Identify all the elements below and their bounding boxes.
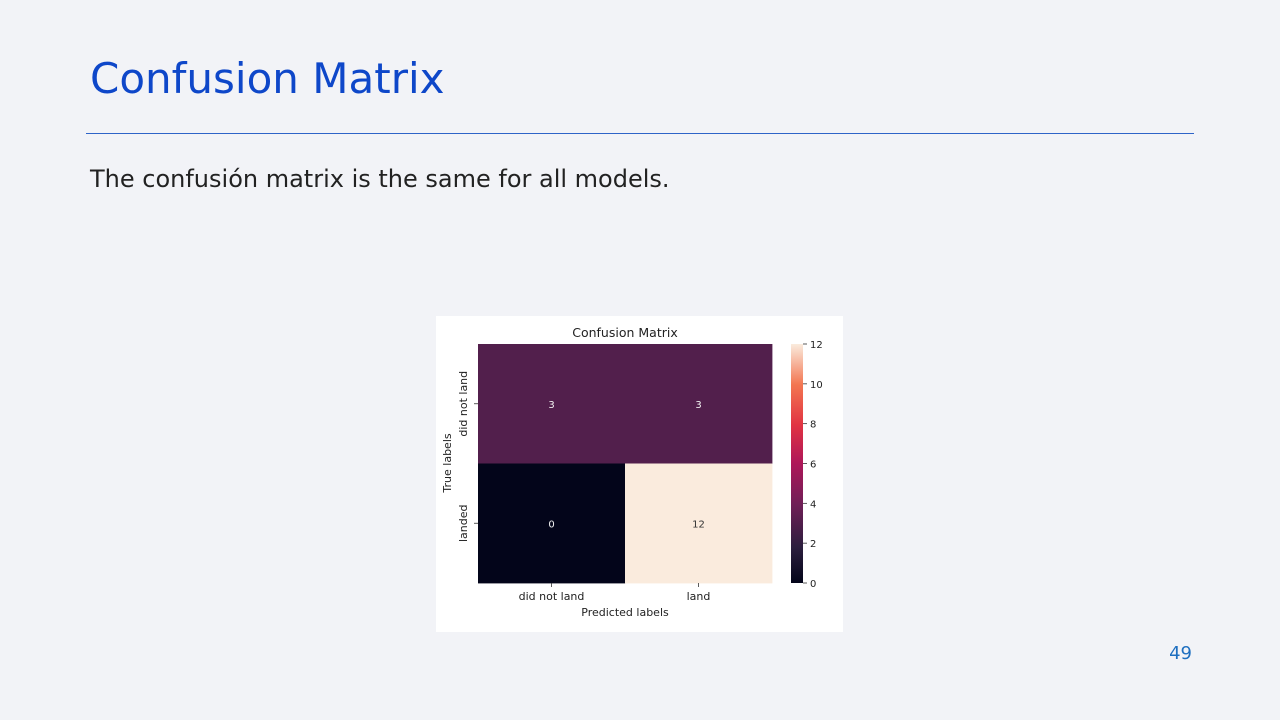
- colorbar: [791, 344, 803, 583]
- slide-body-text: The confusión matrix is the same for all…: [90, 165, 670, 193]
- y-tick-label: landed: [457, 504, 470, 542]
- y-axis-label: True labels: [441, 433, 454, 493]
- x-tick-label: did not land: [519, 590, 585, 603]
- colorbar-tick-label: 8: [810, 420, 816, 431]
- x-axis-label: Predicted labels: [581, 606, 669, 619]
- heatmap-cell: [478, 344, 626, 464]
- cell-value-label: 12: [692, 519, 705, 530]
- page-number: 49: [1169, 643, 1192, 664]
- colorbar-tick-label: 6: [810, 460, 816, 471]
- colorbar-tick-label: 4: [810, 499, 816, 510]
- cell-value-label: 3: [695, 400, 701, 411]
- confusion-matrix-heatmap: Confusion Matrix 3 30 12 did not land land …: [441, 325, 823, 619]
- colorbar-tick-label: 2: [810, 539, 816, 550]
- colorbar-tick-label: 12: [810, 340, 823, 351]
- slide-title: Confusion Matrix: [90, 54, 445, 103]
- heatmap-cell: [478, 463, 626, 584]
- cell-value-label: 0: [548, 519, 554, 530]
- title-divider: [86, 133, 1194, 134]
- heatmap-cell: [625, 344, 773, 464]
- confusion-matrix-figure: Confusion Matrix 3 3 0 12 did not land land …: [436, 316, 843, 632]
- colorbar-tick-label: 0: [810, 579, 816, 590]
- x-tick-label: land: [687, 590, 711, 603]
- cell-value-label: 3: [548, 400, 554, 411]
- y-tick-label: did not land: [457, 371, 470, 437]
- heatmap-cell: [625, 463, 773, 584]
- colorbar-tick-label: 10: [810, 380, 823, 391]
- chart-title: Confusion Matrix: [572, 325, 678, 340]
